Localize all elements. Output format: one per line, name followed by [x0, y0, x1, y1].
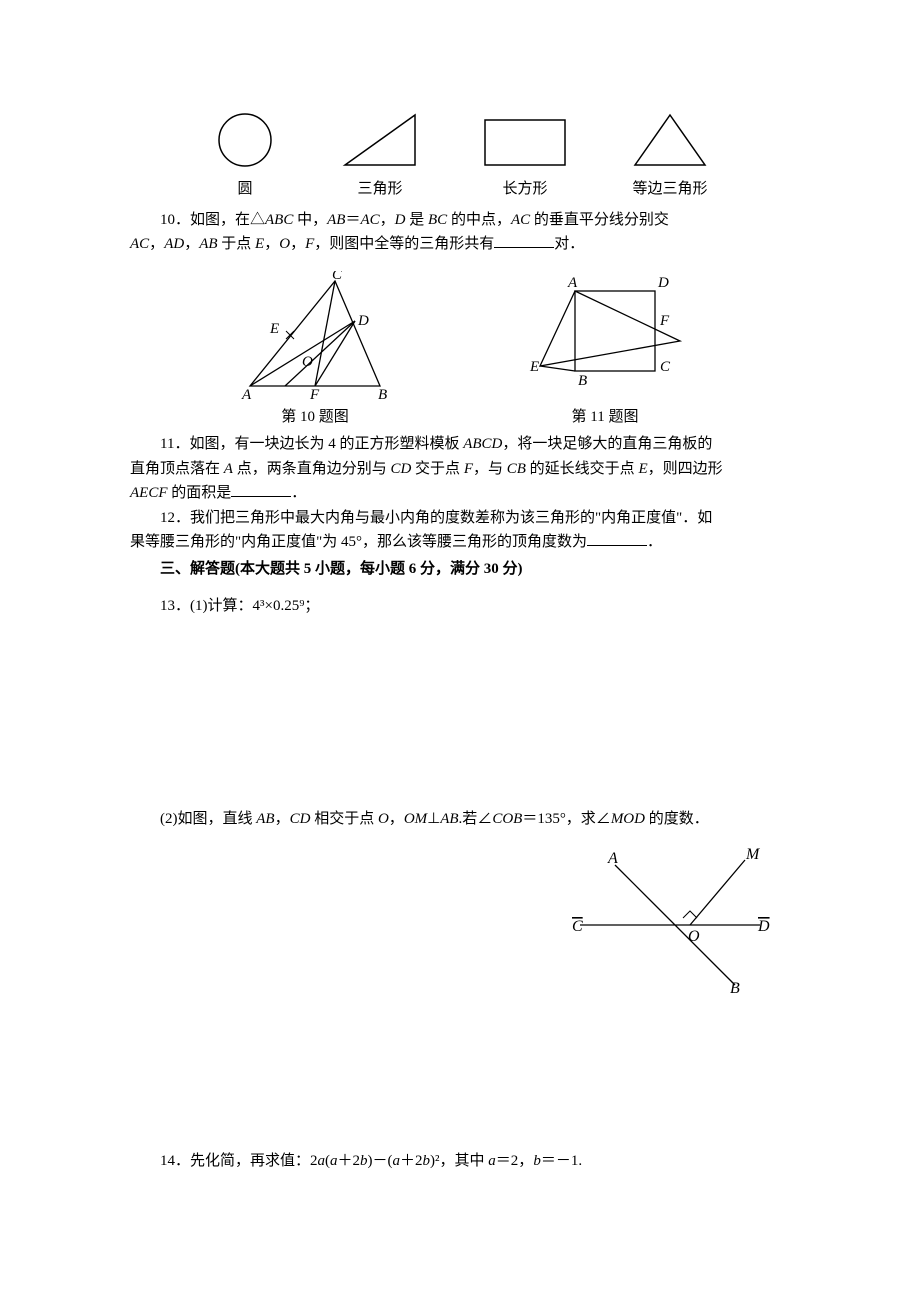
shape-eqtriangle: 等边三角形 — [630, 110, 710, 201]
rectangle-label: 长方形 — [502, 178, 547, 201]
q10-line2: AC，AD，AB 于点 E，O，F，则图中全等的三角形共有对． — [130, 233, 790, 256]
svg-text:B: B — [730, 980, 740, 995]
svg-text:O: O — [302, 354, 313, 370]
svg-text:D: D — [657, 275, 669, 291]
page-content: 圆 三角形 长方形 等边三角形 10．如图，在△ABC 中，AB＝AC，D 是 … — [0, 0, 920, 1248]
q13-fig-svg: A M C D O B — [570, 845, 770, 995]
q13-part1: 13．(1)计算：4³×0.25⁹； — [130, 595, 790, 618]
q11-line2: 直角顶点落在 A 点，两条直角边分别与 CD 交于点 F，与 CB 的延长线交于… — [130, 458, 790, 481]
svg-text:C: C — [332, 271, 343, 283]
gap-13-1 — [130, 633, 790, 793]
q10-line1: 10．如图，在△ABC 中，AB＝AC，D 是 BC 的中点，AC 的垂直平分线… — [130, 209, 790, 232]
svg-text:E: E — [529, 359, 539, 375]
svg-text:C: C — [660, 359, 671, 375]
q10-blank — [494, 233, 554, 248]
circle-label: 圆 — [237, 178, 252, 201]
fig11-svg: A D F C B E — [520, 271, 690, 401]
svg-text:O: O — [688, 928, 700, 945]
svg-text:A: A — [567, 275, 578, 291]
q11-blank — [231, 482, 291, 497]
triangle-icon — [340, 110, 420, 170]
circle-icon — [210, 110, 280, 170]
figure-11: A D F C B E 第 11 题图 — [520, 271, 690, 429]
shapes-row: 圆 三角形 长方形 等边三角形 — [130, 110, 790, 201]
q12-line1: 12．我们把三角形中最大内角与最小内角的度数差称为该三角形的"内角正度值"．如 — [130, 507, 790, 530]
svg-text:B: B — [378, 387, 387, 401]
figures-10-11: C A B D E O F 第 10 题图 — [130, 271, 790, 429]
eqtriangle-label: 等边三角形 — [632, 178, 707, 201]
svg-text:B: B — [578, 373, 587, 389]
q13-figure-wrap: A M C D O B — [130, 845, 790, 995]
q11-line1: 11．如图，有一块边长为 4 的正方形塑料模板 ABCD，将一块足够大的直角三角… — [130, 433, 790, 456]
svg-text:M: M — [745, 846, 761, 863]
shape-circle: 圆 — [210, 110, 280, 201]
svg-text:C: C — [572, 918, 583, 935]
svg-text:F: F — [309, 387, 320, 401]
triangle-label: 三角形 — [357, 178, 402, 201]
fig10-svg: C A B D E O F — [230, 271, 400, 401]
svg-text:A: A — [241, 387, 252, 401]
q13-part2: (2)如图，直线 AB，CD 相交于点 O，OM⊥AB.若∠COB＝135°，求… — [130, 808, 790, 831]
fig10-caption: 第 10 题图 — [281, 406, 349, 429]
eqtriangle-icon — [630, 110, 710, 170]
section3-header: 三、解答题(本大题共 5 小题，每小题 6 分，满分 30 分) — [130, 558, 790, 581]
q11-line3: AECF 的面积是． — [130, 482, 790, 505]
svg-text:A: A — [607, 850, 618, 867]
figure-10: C A B D E O F 第 10 题图 — [230, 271, 400, 429]
gap-13-2 — [130, 995, 790, 1135]
svg-text:D: D — [357, 313, 369, 329]
rectangle-icon — [480, 110, 570, 170]
svg-text:E: E — [269, 321, 279, 337]
q12-line2: 果等腰三角形的"内角正度值"为 45°，那么该等腰三角形的顶角度数为． — [130, 531, 790, 554]
q12-blank — [587, 531, 647, 546]
q14: 14．先化简，再求值：2a(a＋2b)－(a＋2b)²，其中 a＝2，b＝－1. — [130, 1150, 790, 1173]
svg-text:D: D — [757, 918, 770, 935]
svg-text:F: F — [659, 313, 670, 329]
fig11-caption: 第 11 题图 — [572, 406, 639, 429]
shape-rectangle: 长方形 — [480, 110, 570, 201]
shape-triangle: 三角形 — [340, 110, 420, 201]
